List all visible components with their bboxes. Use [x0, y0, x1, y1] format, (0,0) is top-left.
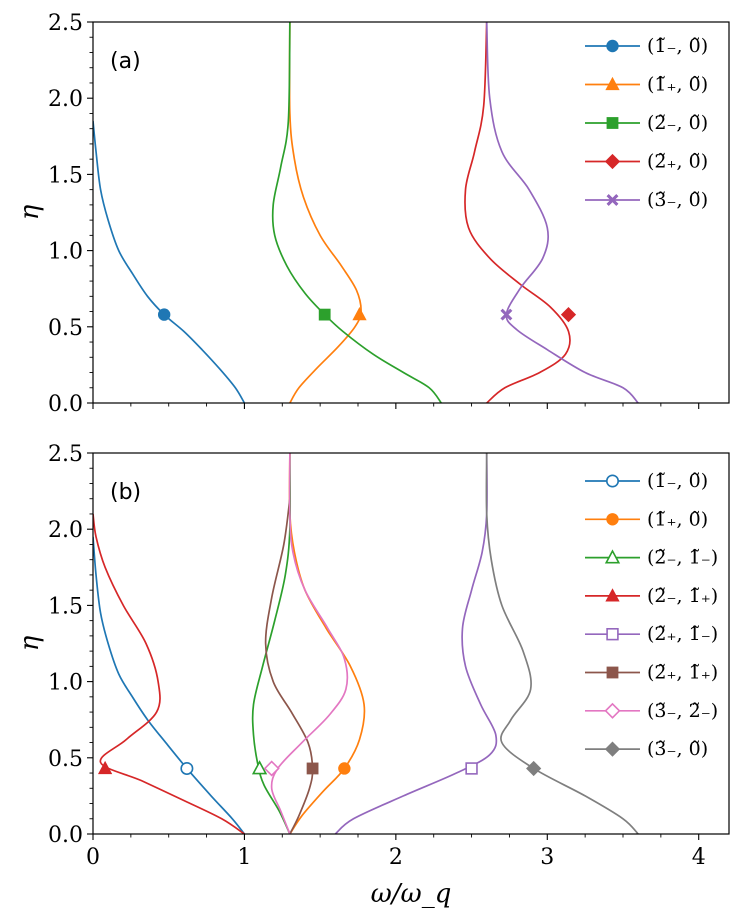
legend-marker-2 [606, 513, 619, 526]
series-marker-5 [465, 762, 478, 775]
legend-marker-5 [606, 627, 619, 641]
series-line-4 [93, 513, 245, 834]
y-tick-label: 0.0 [48, 392, 83, 417]
series-marker-7 [263, 760, 280, 777]
y-tick-label: 2.5 [48, 11, 83, 36]
y-tick-label: 1.0 [48, 671, 83, 696]
legend: (1̃₋, 0̃) (1̃₊, 0̃) (2̃₋, 1̃₋) (2̃₋, 1̃₊) (2… [585, 470, 718, 760]
series-line-1 [93, 536, 246, 834]
y-tick-label: 0.5 [48, 747, 83, 772]
legend-label-7: (3̃₋, 2̃₋) [647, 700, 718, 722]
legend-marker-7 [604, 702, 621, 719]
legend-label-3: (2̃₋, 0̃) [647, 112, 708, 134]
series-line-5 [334, 453, 498, 834]
plot-frame [92, 452, 730, 835]
y-tick-label: 0.0 [48, 823, 83, 848]
legend-marker-2 [605, 76, 620, 91]
y-tick-label: 2.0 [48, 87, 83, 112]
x-tick-label: 3 [540, 845, 554, 870]
y-tick-label: 1.0 [48, 240, 83, 265]
legend-marker-4 [605, 588, 620, 602]
series-marker-4 [560, 307, 577, 323]
panel-label: (b) [110, 480, 141, 505]
series-line-3 [271, 22, 442, 403]
x-tick-label: 0 [86, 845, 100, 870]
y-tick-label: 0.5 [48, 316, 83, 341]
series-line-2 [288, 22, 362, 403]
series-marker-4 [97, 760, 113, 775]
legend-marker-4 [604, 153, 621, 170]
series-line-6 [264, 498, 314, 834]
series-line-4 [464, 22, 571, 403]
series-line-1 [93, 120, 246, 403]
series-line-2 [288, 453, 366, 834]
legend-label-3: (2̃₋, 1̃₋) [647, 547, 718, 569]
y-axis-title: η [15, 635, 45, 651]
legend-marker-1 [605, 474, 619, 488]
legend-label-5: (3̃₋, 0̃) [647, 189, 708, 211]
series-marker-1 [157, 308, 171, 321]
legend-marker-5 [606, 193, 619, 207]
x-tick-label: 2 [389, 845, 403, 870]
panel-a: 0.0 0.5 1.0 1.5 2.0 2.5 η (a) (1̃₋, 0̃) (1̃₊, 0̃)… [15, 11, 730, 417]
legend-marker-3 [606, 117, 619, 129]
y-tick-label: 2.0 [48, 518, 83, 543]
y-tick-label: 1.5 [48, 594, 83, 619]
legend-label-2: (1̃₊, 0̃) [647, 74, 708, 96]
series-marker-2 [352, 306, 367, 321]
y-tick-label: 1.5 [48, 163, 83, 188]
legend: (1̃₋, 0̃) (1̃₊, 0̃) (2̃₋, 0̃) (2̃₊, 0̃) (3̃₋… [585, 35, 708, 211]
legend-marker-1 [606, 39, 619, 53]
y-tick-label: 2.5 [48, 442, 83, 467]
panel-b: 0.0 0.5 1.0 1.5 2.0 2.5 0 1 2 3 4 η (b) (1̃₋, 0̃) (1̃₊… [15, 442, 730, 870]
x-tick-label: 4 [692, 845, 706, 870]
legend-label-6: (2̃₊, 1̃₊) [647, 662, 718, 684]
legend-marker-6 [606, 666, 619, 679]
legend-label-2: (1̃₊, 0̃) [647, 508, 708, 530]
series-marker-8 [526, 760, 542, 777]
series-lines [93, 22, 639, 403]
series-line-3 [251, 453, 292, 834]
series-marker-3 [318, 308, 331, 321]
legend-label-1: (1̃₋, 0̃) [647, 35, 708, 57]
legend-label-5: (2̃₊, 1̃₋) [647, 623, 718, 645]
legend-label-4: (2̃₋, 1̃₊) [647, 585, 718, 607]
series-line-5 [485, 22, 639, 403]
series-marker-2 [338, 762, 351, 775]
legend-label-1: (1̃₋, 0̃) [647, 470, 708, 492]
x-tick-label: 1 [237, 845, 251, 870]
series-lines [93, 453, 639, 834]
legend-label-8: (3̃₋, 0̃) [647, 738, 708, 760]
y-axis-title: η [15, 204, 45, 220]
series-marker-5 [500, 308, 513, 321]
legend-marker-8 [604, 741, 621, 757]
series-line-7 [270, 453, 349, 834]
plot-frame [92, 21, 730, 404]
series-line-8 [485, 453, 639, 834]
panel-label: (a) [110, 49, 141, 74]
series-marker-1 [180, 761, 194, 775]
series-marker-3 [251, 760, 268, 775]
x-axis-title: ω/ω_q [371, 879, 452, 909]
series-marker-6 [306, 762, 319, 775]
legend-marker-3 [604, 549, 621, 564]
legend-label-4: (2̃₊, 0̃) [647, 151, 708, 173]
